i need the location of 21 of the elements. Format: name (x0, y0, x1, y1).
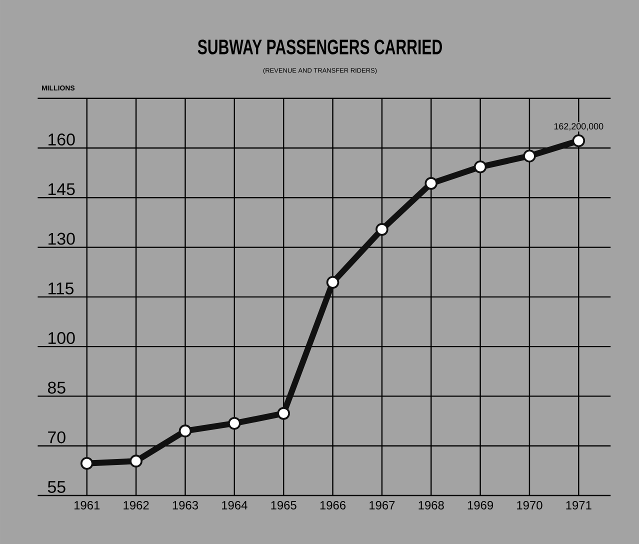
x-tick-label: 1961 (74, 501, 100, 510)
x-tick-label: 1966 (320, 501, 346, 510)
y-tick-label: 145 (48, 183, 75, 196)
x-tick-label: 1962 (124, 501, 149, 510)
y-tick-label: 100 (48, 332, 75, 344)
x-tick-label: 1971 (566, 501, 592, 510)
y-tick-label: 85 (48, 382, 66, 394)
x-tick-label: 1965 (271, 501, 296, 510)
annotation: 162,200,000 (554, 123, 604, 131)
x-tick-label: 1970 (517, 501, 542, 510)
x-tick-label: 1963 (172, 501, 198, 510)
x-tick-label: 1967 (370, 501, 395, 510)
chart-title: SUBWAY PASSENGERS CARRIED (198, 40, 442, 54)
y-tick-label: 115 (48, 282, 74, 294)
y-tick-label: 130 (48, 232, 75, 245)
x-tick-label: 1969 (468, 501, 494, 510)
y-tick-label: 55 (48, 481, 66, 493)
x-tick-label: 1964 (222, 501, 248, 510)
y-tick-label: 70 (48, 431, 66, 444)
y-tick-label: 160 (48, 134, 75, 146)
x-tick-label: 1968 (418, 501, 444, 510)
